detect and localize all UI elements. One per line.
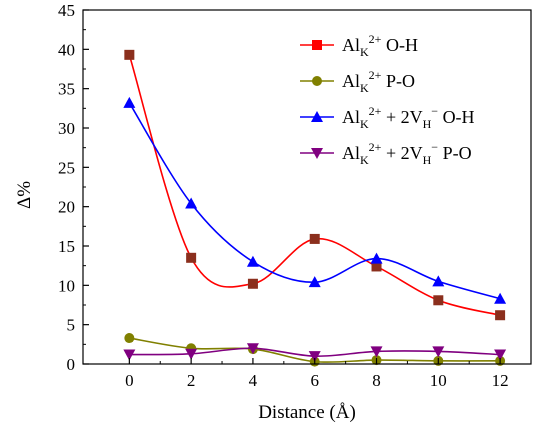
data-point xyxy=(432,275,445,287)
x-tick-label: 4 xyxy=(249,371,258,390)
y-tick-label: 20 xyxy=(58,198,75,217)
y-tick-label: 5 xyxy=(67,316,76,335)
y-tick-label: 30 xyxy=(58,119,75,138)
series-layer xyxy=(123,49,507,367)
y-tick-label: 40 xyxy=(58,40,75,59)
legend-marker xyxy=(312,40,322,50)
x-tick-label: 2 xyxy=(187,371,196,390)
legend-item: AlK2+ + 2VH− O-H xyxy=(300,104,475,131)
data-point xyxy=(432,346,445,358)
data-point xyxy=(494,349,507,361)
x-axis-title: Distance (Å) xyxy=(258,402,356,423)
data-point xyxy=(495,310,506,321)
x-tick-label: 6 xyxy=(310,371,319,390)
data-point xyxy=(370,346,383,358)
y-tick-label: 15 xyxy=(58,237,75,256)
data-point xyxy=(433,295,444,306)
data-point xyxy=(246,255,259,267)
data-point xyxy=(124,49,135,60)
data-point xyxy=(370,252,383,264)
legend: AlK2+ O-H AlK2+ P-O AlK2+ + 2VH− O-H AlK2+ … xyxy=(300,32,475,167)
data-point xyxy=(494,292,507,304)
series-line xyxy=(128,102,501,300)
legend-label: AlK2+ + 2VH− O-H xyxy=(342,104,475,131)
series-1 xyxy=(124,49,506,321)
legend-label: AlK2+ P-O xyxy=(342,68,415,95)
y-tick-label: 35 xyxy=(58,80,75,99)
x-tick-label: 0 xyxy=(125,371,134,390)
legend-item: AlK2+ O-H xyxy=(300,32,418,59)
data-point xyxy=(246,343,259,355)
legend-marker xyxy=(312,76,322,86)
plot-frame xyxy=(82,9,532,365)
legend-item: AlK2+ + 2VH− P-O xyxy=(300,140,472,167)
data-point xyxy=(371,261,382,272)
x-tick-label: 10 xyxy=(430,371,447,390)
data-point xyxy=(123,96,136,108)
y-axis-title: Δ% xyxy=(14,181,35,209)
y-tick-label: 45 xyxy=(58,1,75,20)
data-point xyxy=(185,348,198,360)
data-point xyxy=(308,351,321,363)
x-tick-label: 12 xyxy=(492,371,509,390)
legend-marker xyxy=(311,111,323,122)
series-4 xyxy=(123,343,507,363)
data-point xyxy=(247,278,258,289)
y-tick-label: 0 xyxy=(67,355,76,374)
x-tick-label: 8 xyxy=(372,371,381,390)
data-point xyxy=(123,349,136,361)
data-point xyxy=(124,333,135,344)
legend-marker xyxy=(311,148,323,159)
series-line xyxy=(128,54,501,317)
y-tick-label: 10 xyxy=(58,276,75,295)
legend-label: AlK2+ + 2VH− P-O xyxy=(342,140,472,167)
legend-label: AlK2+ O-H xyxy=(342,32,418,59)
data-point xyxy=(185,197,198,209)
data-point xyxy=(308,276,321,288)
legend-item: AlK2+ P-O xyxy=(300,68,415,95)
y-tick-label: 25 xyxy=(58,158,75,177)
data-point xyxy=(186,252,197,263)
series-3 xyxy=(123,96,507,304)
ticks-layer: 0 2 4 6 8 10 12 0 5 10 15 20 25 30 35 40 45 xyxy=(58,1,509,390)
data-point xyxy=(309,233,320,244)
